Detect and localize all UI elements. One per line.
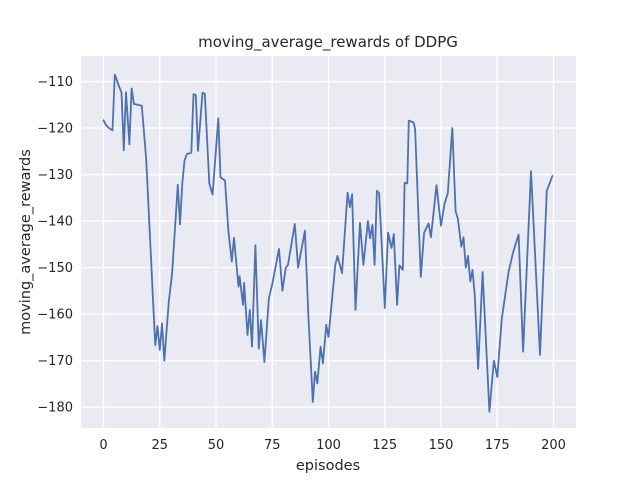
x-tick-label: 25 [151,438,168,453]
x-tick-label: 75 [264,438,281,453]
y-tick-label: −130 [37,168,73,183]
x-tick-label: 0 [99,438,107,453]
x-tick-labels: 0 25 50 75 100 125 150 175 200 [99,438,566,453]
x-tick-label: 50 [208,438,225,453]
y-tick-label: −140 [37,215,73,230]
y-tick-label: −170 [37,354,73,369]
y-tick-label: −160 [37,308,73,323]
y-tick-label: −120 [37,122,73,137]
y-axis-label: moving_average_rewards [18,149,34,335]
x-tick-label: 100 [316,438,341,453]
chart-title: moving_average_rewards of DDPG [198,33,458,52]
y-tick-labels: −180 −170 −160 −150 −140 −130 −120 −110 [37,75,73,416]
data-line-layer [102,73,554,413]
x-tick-label: 125 [372,438,397,453]
y-tick-label: −180 [37,401,73,416]
y-tick-label: −110 [37,75,73,90]
ddpg-rewards-line [102,73,554,413]
x-tick-label: 175 [485,438,510,453]
x-tick-label: 150 [429,438,454,453]
x-tick-label: 200 [541,438,566,453]
x-axis-label: episodes [296,458,360,474]
y-tick-label: −150 [37,261,73,276]
